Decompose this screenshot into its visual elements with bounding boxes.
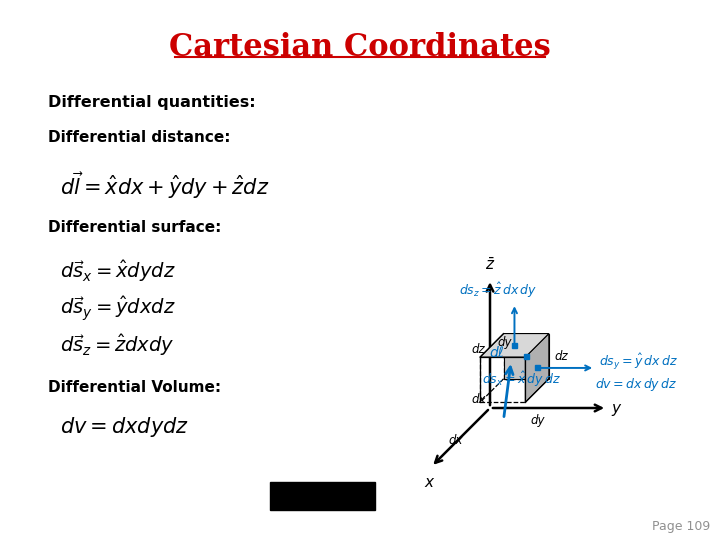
Text: dy: dy <box>531 414 545 427</box>
Text: Differential Volume:: Differential Volume: <box>48 380 221 395</box>
Text: $d\vec{l} = \hat{x}dx + \hat{y}dy + \hat{z}dz$: $d\vec{l} = \hat{x}dx + \hat{y}dy + \hat… <box>60 170 269 201</box>
Polygon shape <box>480 334 549 357</box>
Text: dy: dy <box>498 336 512 349</box>
Text: $\bar{z}$: $\bar{z}$ <box>485 257 495 273</box>
Text: $dv = dx\,dy\,dz$: $dv = dx\,dy\,dz$ <box>595 376 678 393</box>
Text: Cartesian Coordinates: Cartesian Coordinates <box>169 32 551 63</box>
Text: dz: dz <box>472 343 485 356</box>
Text: Page 109: Page 109 <box>652 520 710 533</box>
Polygon shape <box>503 334 549 379</box>
Bar <box>270 482 375 510</box>
Text: x: x <box>425 475 433 490</box>
Text: dz: dz <box>555 350 569 363</box>
Text: $d\vec{s}_x = \hat{x}dydz$: $d\vec{s}_x = \hat{x}dydz$ <box>60 258 176 284</box>
Bar <box>534 366 539 370</box>
Text: Differential quantities:: Differential quantities: <box>48 95 256 110</box>
Bar <box>512 343 517 348</box>
Text: $ds_x = \hat{x}\,dy\,dz$: $ds_x = \hat{x}\,dy\,dz$ <box>482 370 561 389</box>
Text: $d\vec{s}_y = \hat{y}dxdz$: $d\vec{s}_y = \hat{y}dxdz$ <box>60 295 176 323</box>
Text: $dv = dxdydz$: $dv = dxdydz$ <box>60 415 189 439</box>
Polygon shape <box>526 334 549 402</box>
Text: Differential distance:: Differential distance: <box>48 130 230 145</box>
Bar <box>523 354 528 359</box>
Text: y: y <box>611 401 620 415</box>
Text: $d\vec{s}_z = \hat{z}dxdy$: $d\vec{s}_z = \hat{z}dxdy$ <box>60 332 175 358</box>
Text: $ds_z = \hat{z}\,dx\,dy$: $ds_z = \hat{z}\,dx\,dy$ <box>459 281 538 300</box>
Text: $ds_y = \hat{y}\,dx\,dz$: $ds_y = \hat{y}\,dx\,dz$ <box>599 352 678 372</box>
Text: dx: dx <box>472 393 486 406</box>
Text: Differential surface:: Differential surface: <box>48 220 221 235</box>
Text: dx: dx <box>448 434 463 447</box>
Text: $d\ell$: $d\ell$ <box>490 345 505 360</box>
